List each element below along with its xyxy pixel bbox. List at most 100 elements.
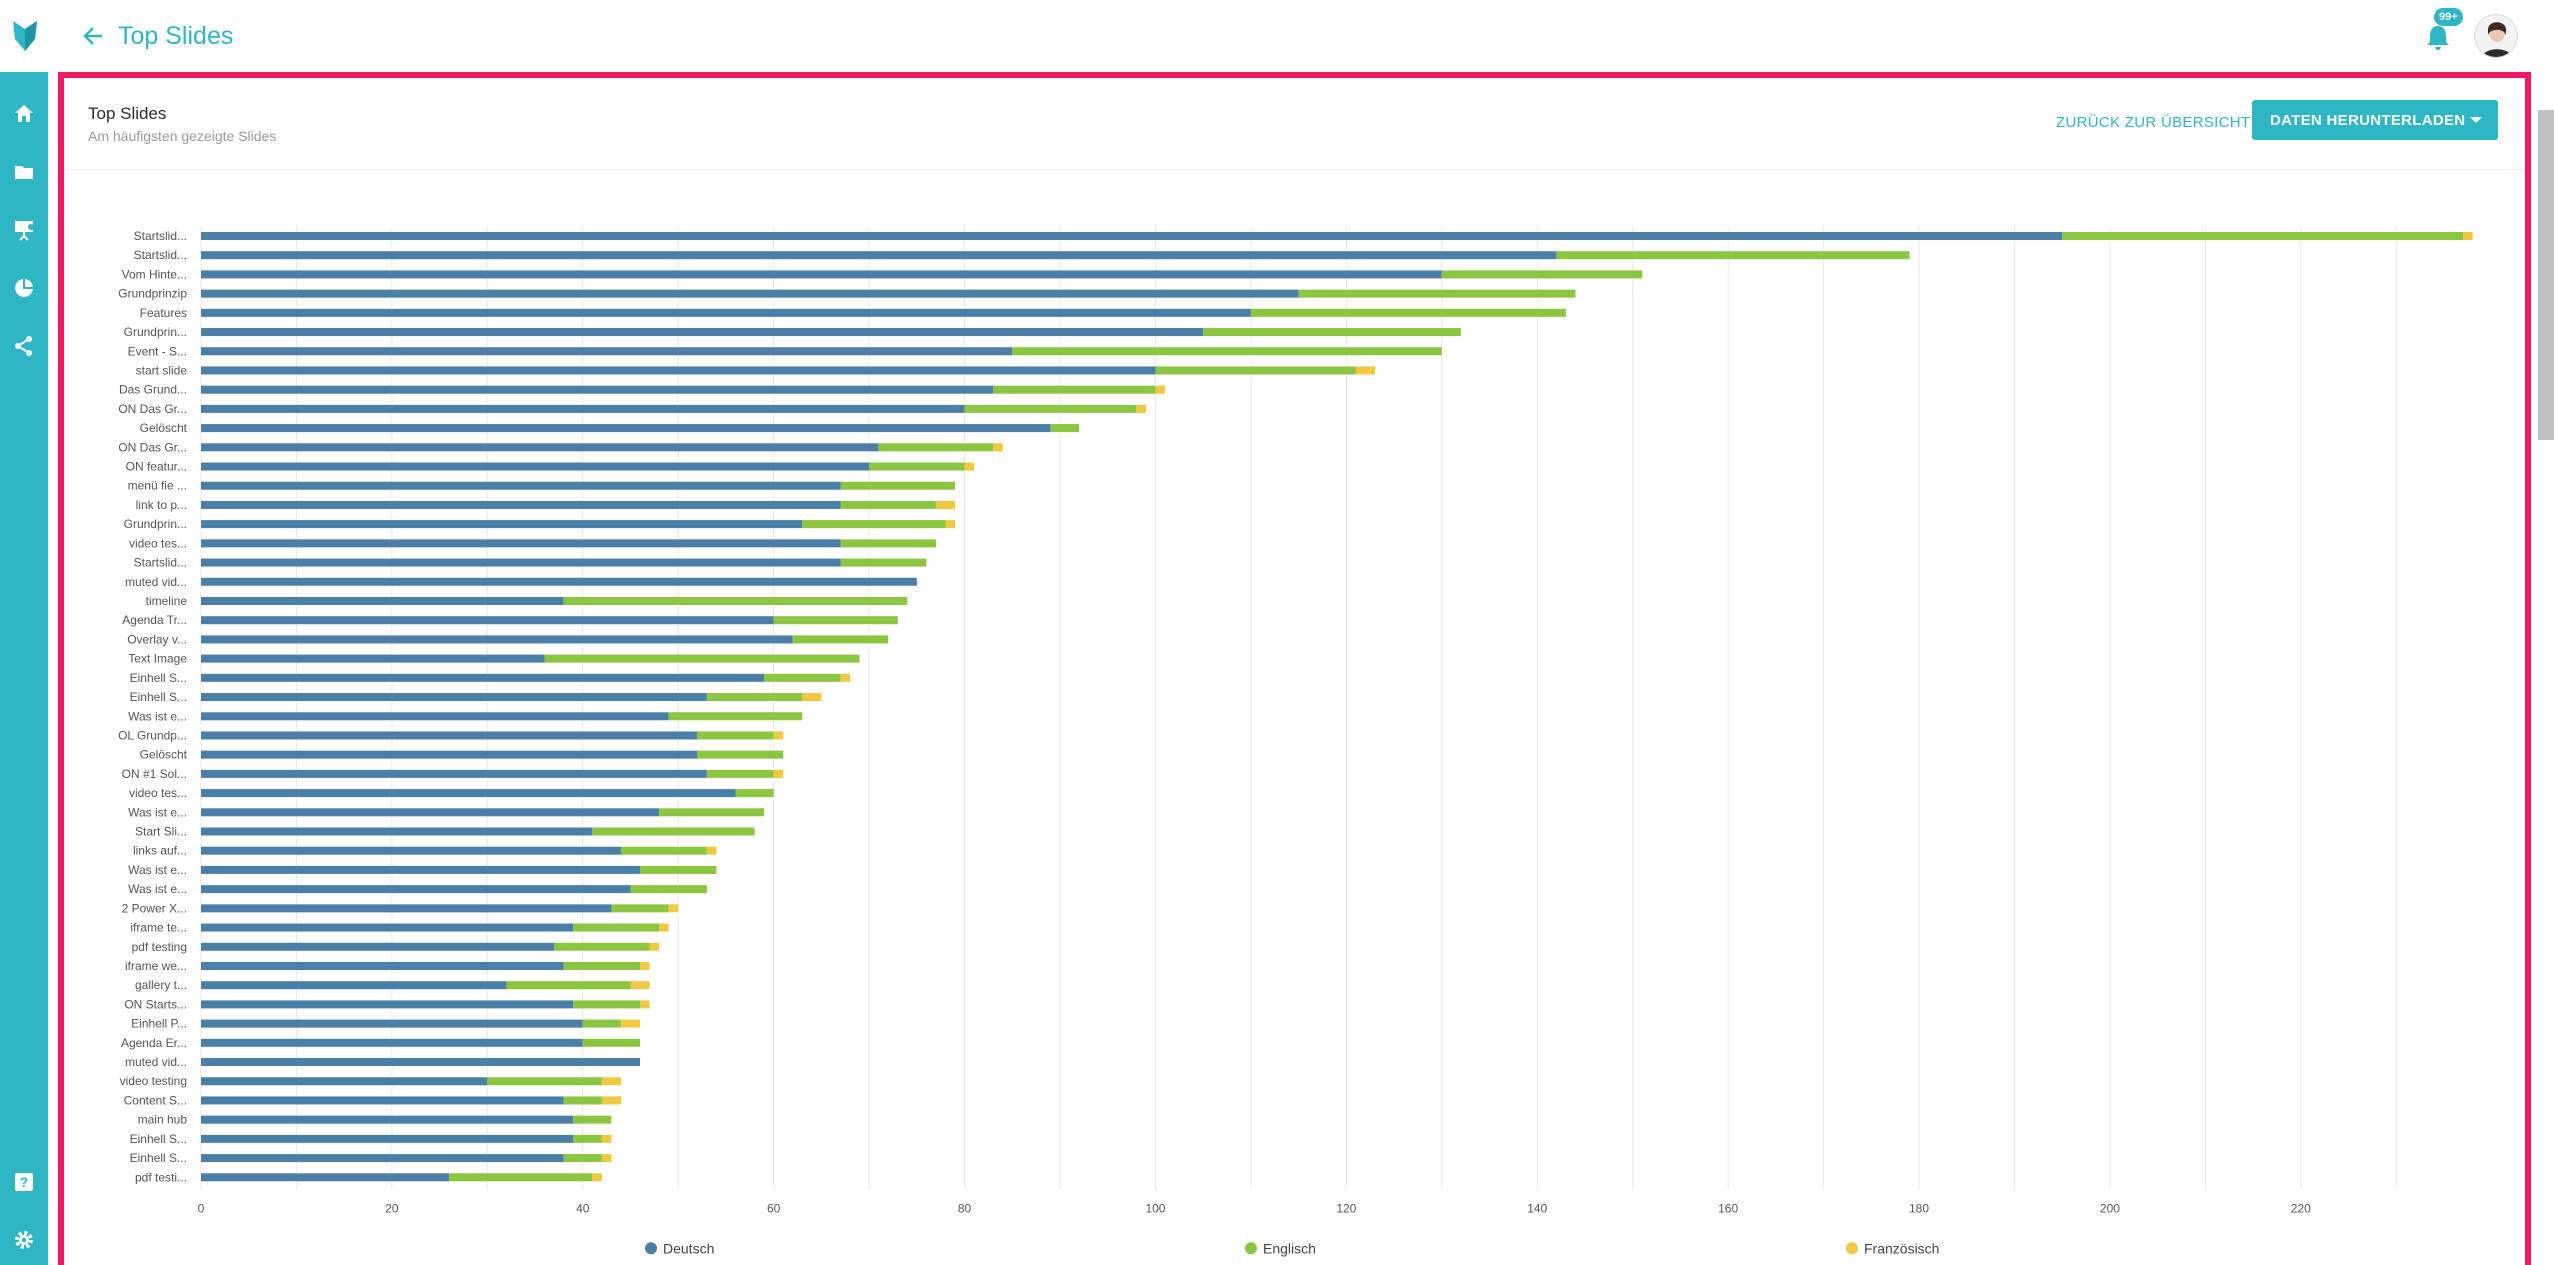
category-label: ON Starts... [124, 997, 187, 1011]
bar-englisch [1050, 424, 1080, 433]
category-label: menü fie ... [128, 479, 187, 493]
bar-deutsch [201, 885, 631, 894]
bar-englisch [840, 558, 927, 567]
category-label: Gelöscht [140, 748, 188, 762]
bar-englisch [1441, 270, 1643, 279]
bar-deutsch [201, 1096, 564, 1105]
avatar[interactable] [2474, 14, 2518, 58]
download-data-label: DATEN HERUNTERLADEN [2270, 111, 2466, 129]
back-to-overview-link[interactable]: ZURÜCK ZUR ÜBERSICHT [2056, 114, 2251, 131]
category-label: Was ist e... [128, 863, 187, 877]
bar-deutsch [201, 731, 698, 740]
settings-icon[interactable] [8, 1224, 40, 1256]
download-data-button[interactable]: DATEN HERUNTERLADEN [2252, 100, 2498, 140]
bar-deutsch [201, 577, 917, 586]
x-tick-label: 20 [385, 1201, 399, 1215]
top-bar: Top Slides 99+ [0, 0, 2554, 72]
help-icon[interactable]: ? [8, 1166, 40, 1198]
bar-englisch [1012, 347, 1442, 356]
bar-deutsch [201, 443, 879, 452]
x-tick-label: 140 [1527, 1201, 1547, 1215]
bar-deutsch [201, 385, 994, 394]
bar-deutsch [201, 251, 1557, 260]
x-tick-label: 120 [1336, 1201, 1356, 1215]
bar-deutsch [201, 308, 1251, 317]
share-icon[interactable] [8, 330, 40, 362]
bar-englisch [697, 750, 784, 759]
bar-deutsch [201, 462, 870, 471]
bar-deutsch [201, 366, 1156, 375]
bar-französisch [601, 1096, 621, 1105]
x-tick-label: 220 [2291, 1201, 2311, 1215]
bar-deutsch [201, 1134, 574, 1143]
notification-bell-icon[interactable] [2420, 18, 2456, 54]
x-tick-label: 100 [1145, 1201, 1165, 1215]
category-label: Grundprin... [124, 325, 187, 339]
bar-deutsch [201, 1173, 450, 1182]
bar-deutsch [201, 1019, 583, 1028]
bar-englisch [964, 404, 1137, 413]
fox-logo-icon [13, 21, 37, 51]
category-label: Startslid... [134, 229, 187, 243]
bar-englisch [764, 673, 841, 682]
bar-englisch [563, 961, 641, 970]
legend-label: Deutsch [663, 1240, 714, 1256]
bar-deutsch [201, 1154, 564, 1163]
x-tick-label: 40 [576, 1201, 590, 1215]
x-tick-label: 160 [1718, 1201, 1738, 1215]
bar-deutsch [201, 424, 1051, 433]
bar-deutsch [201, 654, 545, 663]
category-label: Start Sli... [135, 825, 187, 839]
bar-englisch [1250, 308, 1566, 317]
category-label: Event - S... [128, 344, 187, 358]
category-label: ON Das Gr... [118, 402, 187, 416]
bar-deutsch [201, 558, 841, 567]
bar-französisch [935, 500, 956, 509]
bar-englisch [1298, 289, 1576, 298]
bar-englisch [573, 1000, 641, 1009]
bar-französisch [2463, 232, 2473, 240]
bar-deutsch [201, 404, 965, 413]
category-label: Startslid... [134, 248, 187, 262]
bar-französisch [945, 520, 956, 529]
bar-deutsch [201, 500, 841, 509]
bar-englisch [773, 616, 898, 625]
category-label: video testing [120, 1074, 187, 1088]
bar-deutsch [201, 1038, 583, 1047]
x-tick-label: 0 [198, 1201, 205, 1215]
bar-englisch [1556, 251, 1910, 260]
app-logo[interactable] [0, 0, 50, 72]
presentation-icon[interactable] [8, 214, 40, 246]
bar-deutsch [201, 635, 793, 644]
scrollbar-thumb[interactable] [2538, 110, 2554, 440]
legend-label: Englisch [1263, 1240, 1316, 1256]
category-label: video tes... [129, 536, 187, 550]
back-arrow-icon[interactable] [78, 18, 108, 54]
bar-englisch [706, 693, 803, 702]
bar-englisch [611, 904, 669, 913]
bar-englisch [573, 923, 660, 932]
bar-englisch [563, 596, 908, 605]
bar-deutsch [201, 693, 707, 702]
category-label: ON Das Gr... [118, 440, 187, 454]
bar-englisch [706, 769, 774, 778]
home-icon[interactable] [8, 98, 40, 130]
bar-französisch [640, 961, 650, 970]
bar-englisch [554, 942, 650, 951]
bar-englisch [620, 846, 707, 855]
bar-deutsch [201, 769, 707, 778]
bar-englisch [878, 443, 994, 452]
bar-französisch [706, 846, 717, 855]
bar-deutsch [201, 712, 669, 721]
bar-französisch [659, 923, 669, 932]
chevron-down-icon[interactable] [2470, 117, 2482, 123]
category-label: Was ist e... [128, 709, 187, 723]
category-label: ON featur... [126, 460, 187, 474]
category-label: Agenda Tr... [122, 613, 187, 627]
pie-chart-icon[interactable] [8, 272, 40, 304]
bar-deutsch [201, 1077, 488, 1086]
folder-icon[interactable] [8, 156, 40, 188]
category-label: link to p... [136, 498, 187, 512]
bar-deutsch [201, 961, 564, 970]
category-label: Overlay v... [127, 632, 187, 646]
